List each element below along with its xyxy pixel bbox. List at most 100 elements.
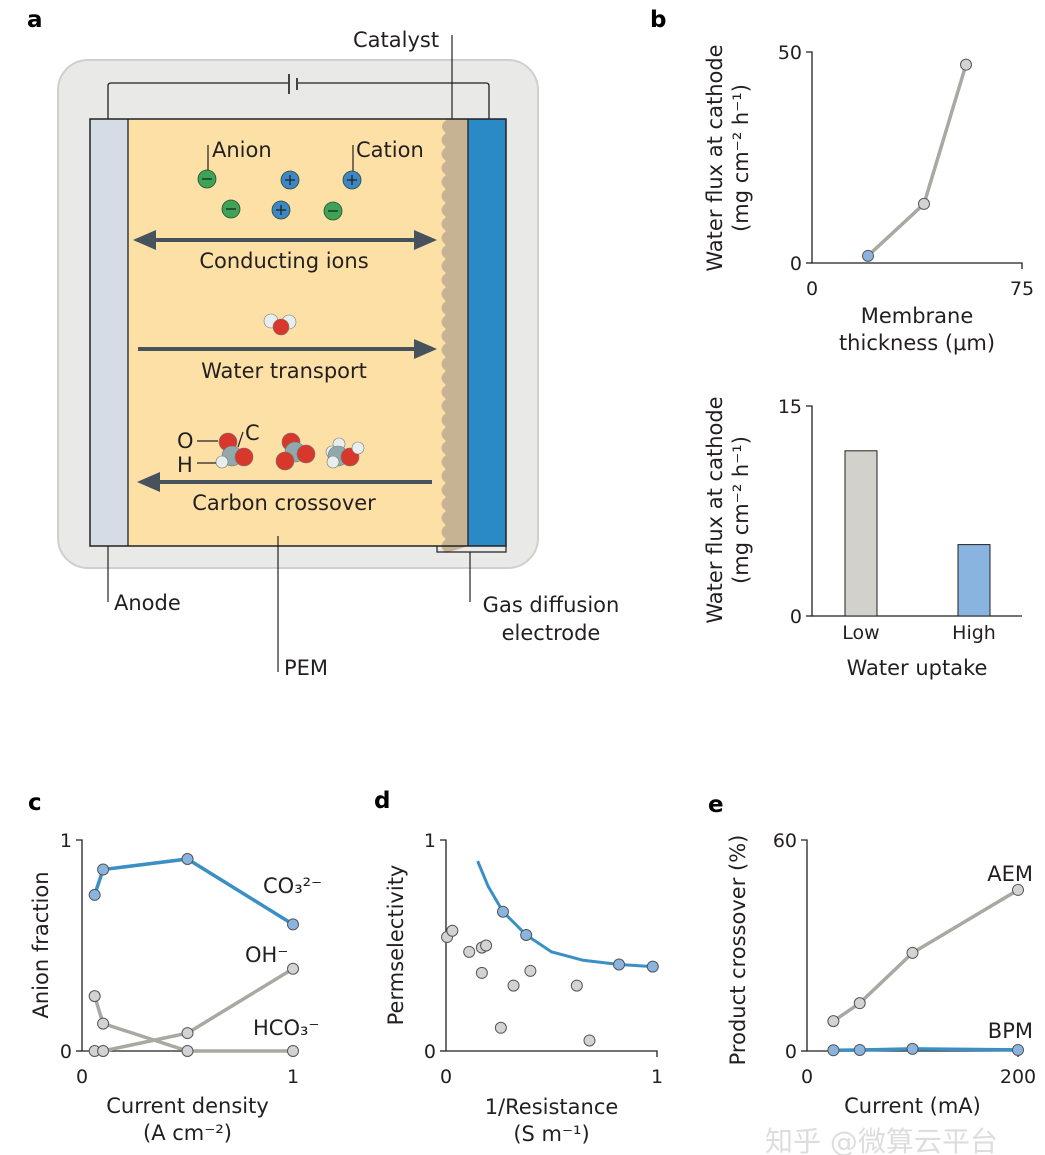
- x-axis-label: Current density: [106, 1094, 269, 1118]
- data-point: [827, 1044, 840, 1057]
- anode-layer: [90, 119, 128, 546]
- panel-label-d: d: [374, 788, 390, 814]
- y-axis-label: Anion fraction: [29, 871, 53, 1018]
- methanol-molecule-icon: [325, 437, 365, 469]
- y-axis-label: Water flux at cathode: [703, 396, 727, 623]
- atom-label-carbon: C: [245, 421, 260, 445]
- gas-diffusion-electrode-layer: [468, 119, 506, 546]
- data-point: [287, 1045, 299, 1057]
- chart-e: 0 60 0 200 Product crossover (%) Current (mA)…: [726, 830, 1036, 1118]
- y-axis-label: Permselectivity: [384, 865, 408, 1026]
- x-axis-label: (S m⁻¹): [513, 1122, 589, 1146]
- carbon-crossover-label: Carbon crossover: [192, 491, 376, 515]
- y-axis-label: Water flux at cathode: [703, 44, 727, 271]
- panel-label-c: c: [28, 790, 42, 816]
- data-point: [97, 863, 110, 876]
- category-label: Low: [842, 622, 879, 644]
- series-line: [92, 995, 293, 1053]
- electrolyser-diagram: Catalyst Anion Cation Conducting ions Wa…: [57, 28, 619, 680]
- data-point: [862, 249, 874, 262]
- x-tick-label: 0: [801, 1066, 813, 1088]
- panel-label-a: a: [27, 7, 43, 33]
- chart-c: 0 1 0 1 Anion fraction Current density (A cm⁻²…: [29, 830, 322, 1145]
- y-tick-label: 1: [60, 830, 72, 852]
- data-point: [446, 924, 459, 937]
- y-tick-label: 1: [424, 830, 436, 852]
- fit-curve: [476, 860, 657, 969]
- data-point: [1012, 883, 1024, 896]
- data-point: [496, 905, 509, 918]
- x-tick-label: 1: [651, 1066, 663, 1088]
- series-label: HCO₃⁻: [253, 1016, 320, 1040]
- data-point: [181, 852, 194, 865]
- data-point: [646, 960, 659, 973]
- anion-icon: [221, 199, 241, 219]
- y-tick-label: 0: [785, 1041, 797, 1063]
- chart-d: 0 1 0 1 Permselectivity 1/Resistance (S m⁻¹): [384, 830, 663, 1146]
- cation-label: Cation: [356, 138, 424, 162]
- data-point: [181, 1027, 194, 1040]
- y-tick-label: 15: [778, 396, 802, 418]
- panel-label-b: b: [650, 7, 666, 33]
- series-line: [832, 888, 1019, 1023]
- chart-b_top: 0 50 0 75 Water flux at cathode (mg cm⁻² h⁻¹)…: [703, 42, 1034, 355]
- anode-label: Anode: [114, 591, 181, 615]
- data-point: [520, 928, 533, 941]
- axes: [806, 51, 1023, 269]
- molecules: [215, 313, 365, 471]
- x-axis-label: 1/Resistance: [485, 1095, 619, 1119]
- x-axis-label: thickness (μm): [839, 331, 995, 355]
- conducting-ions-label: Conducting ions: [199, 249, 368, 273]
- y-axis-label: Product crossover (%): [726, 835, 750, 1066]
- cation-icon: [280, 170, 300, 190]
- data-point: [853, 1043, 866, 1056]
- data-point: [88, 888, 101, 901]
- catalyst-layer: [441, 119, 468, 553]
- data-point: [827, 1015, 840, 1028]
- pem-layer: [128, 119, 448, 546]
- bar-low: [844, 450, 878, 617]
- series-line: [92, 857, 294, 926]
- cell-outline: [89, 118, 507, 547]
- formate-molecule-icon: [215, 432, 254, 469]
- data-point: [494, 1021, 507, 1034]
- x-tick-label: 0: [76, 1066, 88, 1088]
- data-point: [480, 939, 493, 952]
- x-axis-label: Current (mA): [844, 1094, 981, 1118]
- series-label: BPM: [988, 1019, 1033, 1043]
- anion-icon: [323, 201, 343, 221]
- data-point: [906, 1042, 919, 1055]
- series-label: CO₃²⁻: [263, 874, 322, 898]
- x-tick-label: 1: [287, 1066, 299, 1088]
- y-tick-label: 0: [790, 253, 802, 275]
- series-label: AEM: [987, 862, 1033, 886]
- y-tick-label: 0: [60, 1041, 72, 1063]
- x-axis-label: Membrane: [861, 304, 974, 328]
- data-point: [88, 990, 101, 1003]
- atom-label-hydrogen: H: [177, 453, 193, 477]
- x-tick-label: 0: [440, 1066, 452, 1088]
- watermark: 知乎 @微算云平台: [765, 1125, 998, 1155]
- y-tick-label: 0: [790, 606, 802, 628]
- series-label: OH⁻: [245, 943, 288, 967]
- water-transport-label: Water transport: [201, 359, 367, 383]
- data-point: [507, 979, 520, 992]
- data-point: [287, 918, 299, 931]
- x-tick-label: 200: [1000, 1066, 1036, 1088]
- series-line: [833, 1047, 1019, 1053]
- cation-icon: [342, 170, 362, 190]
- x-axis-label: (A cm⁻²): [143, 1121, 232, 1145]
- anion-label: Anion: [212, 138, 272, 162]
- panel-label-e: e: [708, 792, 724, 818]
- y-tick-label: 60: [773, 830, 797, 852]
- data-point: [918, 197, 930, 210]
- cation-icon: [271, 200, 291, 220]
- x-tick-label: 0: [806, 278, 818, 300]
- data-point: [906, 946, 919, 959]
- y-axis-label: (mg cm⁻² h⁻¹): [729, 84, 753, 232]
- catalyst-label: Catalyst: [353, 28, 439, 52]
- data-point: [570, 979, 583, 992]
- data-point: [287, 962, 299, 975]
- data-point: [97, 1045, 110, 1057]
